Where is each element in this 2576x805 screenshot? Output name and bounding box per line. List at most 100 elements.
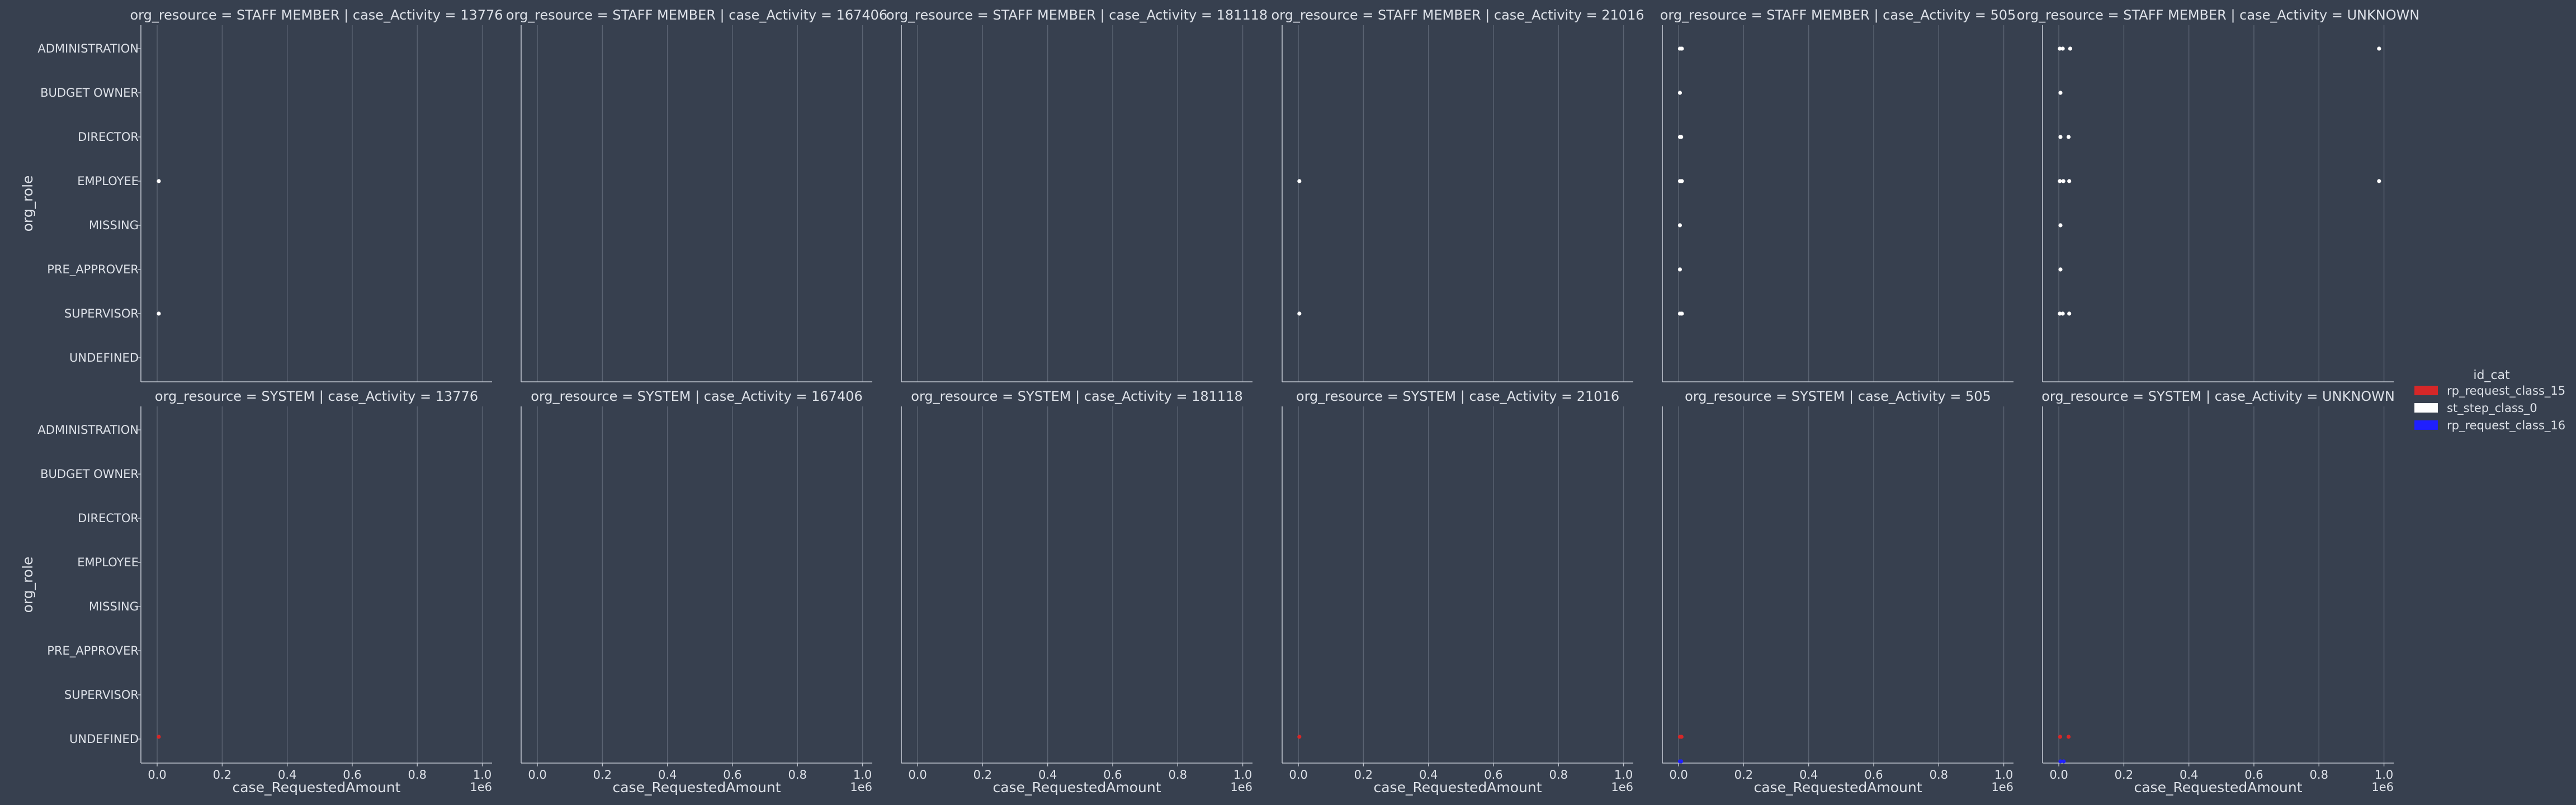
data-point — [2058, 91, 2062, 94]
panel: org_resource = STAFF MEMBER | case_Activ… — [20, 7, 503, 382]
data-point — [2377, 179, 2381, 183]
x-tick-label: 0.2 — [2115, 768, 2133, 782]
x-tick-label: 0.2 — [1354, 768, 1373, 782]
chart-panels: org_resource = STAFF MEMBER | case_Activ… — [20, 7, 2419, 795]
x-axis-label: case_RequestedAmount — [1753, 779, 1922, 795]
x-tick-label: 1.0 — [473, 768, 491, 782]
panel: org_resource = SYSTEM | case_Activity = … — [521, 389, 872, 795]
x-tick-label: 0.8 — [1549, 768, 1568, 782]
x-offset-label: 1e6 — [1611, 780, 1633, 794]
data-point — [157, 179, 160, 183]
y-tick-label: BUDGET OWNER — [40, 467, 139, 481]
data-point — [1297, 179, 1301, 183]
data-point — [2058, 267, 2062, 271]
x-tick-label: 1.0 — [1233, 768, 1252, 782]
panel-title: org_resource = SYSTEM | case_Activity = … — [531, 389, 862, 404]
x-axis-label: case_RequestedAmount — [2134, 779, 2302, 795]
y-tick-label: ADMINISTRATION — [37, 42, 139, 55]
y-tick-label: UNDEFINED — [69, 351, 139, 364]
data-point — [2068, 46, 2072, 50]
data-point — [2058, 135, 2062, 139]
data-point — [1680, 735, 1684, 738]
x-tick-label: 1.0 — [1994, 768, 2013, 782]
panel: org_resource = SYSTEM | case_Activity = … — [1282, 389, 1633, 795]
data-point — [1679, 135, 1683, 139]
data-point — [1297, 735, 1301, 738]
x-tick-label: 0.0 — [1289, 768, 1307, 782]
x-tick-label: 0.2 — [1734, 768, 1753, 782]
y-tick-label: SUPERVISOR — [64, 688, 139, 702]
data-point — [2067, 311, 2071, 315]
data-point — [2062, 759, 2065, 763]
data-point — [2058, 179, 2062, 183]
panel-title: org_resource = STAFF MEMBER | case_Activ… — [130, 7, 503, 23]
panel-title: org_resource = SYSTEM | case_Activity = … — [1685, 389, 1991, 404]
x-tick-label: 1.0 — [853, 768, 872, 782]
panel-title: org_resource = SYSTEM | case_Activity = … — [1296, 389, 1619, 404]
x-tick-label: 0.0 — [908, 768, 927, 782]
x-offset-label: 1e6 — [1991, 780, 2013, 794]
y-axis-label: org_role — [20, 176, 36, 232]
data-point — [157, 311, 160, 315]
panel-title: org_resource = STAFF MEMBER | case_Activ… — [1660, 7, 2016, 23]
x-tick-label: 0.8 — [788, 768, 807, 782]
x-axis-label: case_RequestedAmount — [232, 779, 400, 795]
x-tick-label: 1.0 — [2375, 768, 2393, 782]
data-point — [2060, 311, 2064, 315]
panel: org_resource = STAFF MEMBER | case_Activ… — [886, 7, 1268, 382]
x-tick-label: 0.0 — [148, 768, 166, 782]
x-tick-label: 1.0 — [1614, 768, 1633, 782]
x-tick-label: 0.8 — [2310, 768, 2328, 782]
x-offset-label: 1e6 — [470, 780, 492, 794]
x-tick-label: 0.0 — [528, 768, 546, 782]
panel: org_resource = SYSTEM | case_Activity = … — [1662, 389, 2013, 795]
y-tick-label: ADMINISTRATION — [37, 423, 139, 437]
legend-label: rp_request_class_15 — [2447, 384, 2565, 398]
data-point — [1680, 311, 1684, 315]
y-tick-label: MISSING — [89, 219, 139, 232]
data-point — [2058, 223, 2062, 227]
x-offset-label: 1e6 — [1230, 780, 1252, 794]
panel: org_resource = SYSTEM | case_Activity = … — [2041, 389, 2395, 795]
legend-swatch — [2414, 403, 2438, 413]
panel-title: org_resource = STAFF MEMBER | case_Activ… — [2017, 7, 2420, 23]
x-axis-label: case_RequestedAmount — [1373, 779, 1542, 795]
data-point — [2067, 135, 2071, 139]
data-point — [2062, 179, 2065, 183]
y-axis-label: org_role — [20, 557, 36, 613]
data-point — [2067, 735, 2071, 738]
x-tick-label: 0.8 — [1930, 768, 1948, 782]
legend: id_cat rp_request_class_15 st_step_class_… — [2414, 368, 2565, 433]
panel: org_resource = STAFF MEMBER | case_Activ… — [2017, 7, 2420, 382]
legend-label: st_step_class_0 — [2447, 401, 2537, 415]
data-point — [1678, 267, 1682, 271]
y-tick-label: DIRECTOR — [78, 130, 139, 144]
x-tick-label: 0.8 — [408, 768, 427, 782]
y-tick-label: EMPLOYEE — [77, 174, 139, 188]
x-axis-label: case_RequestedAmount — [612, 779, 781, 795]
legend-entries: rp_request_class_15 st_step_class_0 rp_req… — [2414, 384, 2565, 433]
data-point — [2060, 46, 2064, 50]
data-point — [2377, 46, 2381, 50]
x-tick-label: 0.2 — [973, 768, 992, 782]
y-tick-label: EMPLOYEE — [77, 556, 139, 569]
y-tick-label: MISSING — [89, 600, 139, 613]
legend-title: id_cat — [2473, 368, 2510, 382]
legend-swatch — [2414, 420, 2438, 430]
y-tick-label: BUDGET OWNER — [40, 86, 139, 100]
panel-title: org_resource = SYSTEM | case_Activity = … — [2041, 389, 2395, 404]
data-point — [1680, 46, 1684, 50]
legend-swatch — [2414, 386, 2438, 395]
x-offset-label: 1e6 — [850, 780, 872, 794]
x-tick-label: 0.2 — [213, 768, 231, 782]
y-tick-label: PRE_APPROVER — [47, 263, 139, 277]
data-point — [1680, 179, 1684, 183]
panel-title: org_resource = SYSTEM | case_Activity = … — [155, 389, 478, 404]
panel-title: org_resource = SYSTEM | case_Activity = … — [911, 389, 1242, 404]
x-tick-label: 0.2 — [593, 768, 612, 782]
data-point — [2058, 735, 2062, 738]
panel: org_resource = SYSTEM | case_Activity = … — [20, 389, 492, 795]
panel: org_resource = SYSTEM | case_Activity = … — [901, 389, 1252, 795]
data-point — [157, 735, 160, 738]
